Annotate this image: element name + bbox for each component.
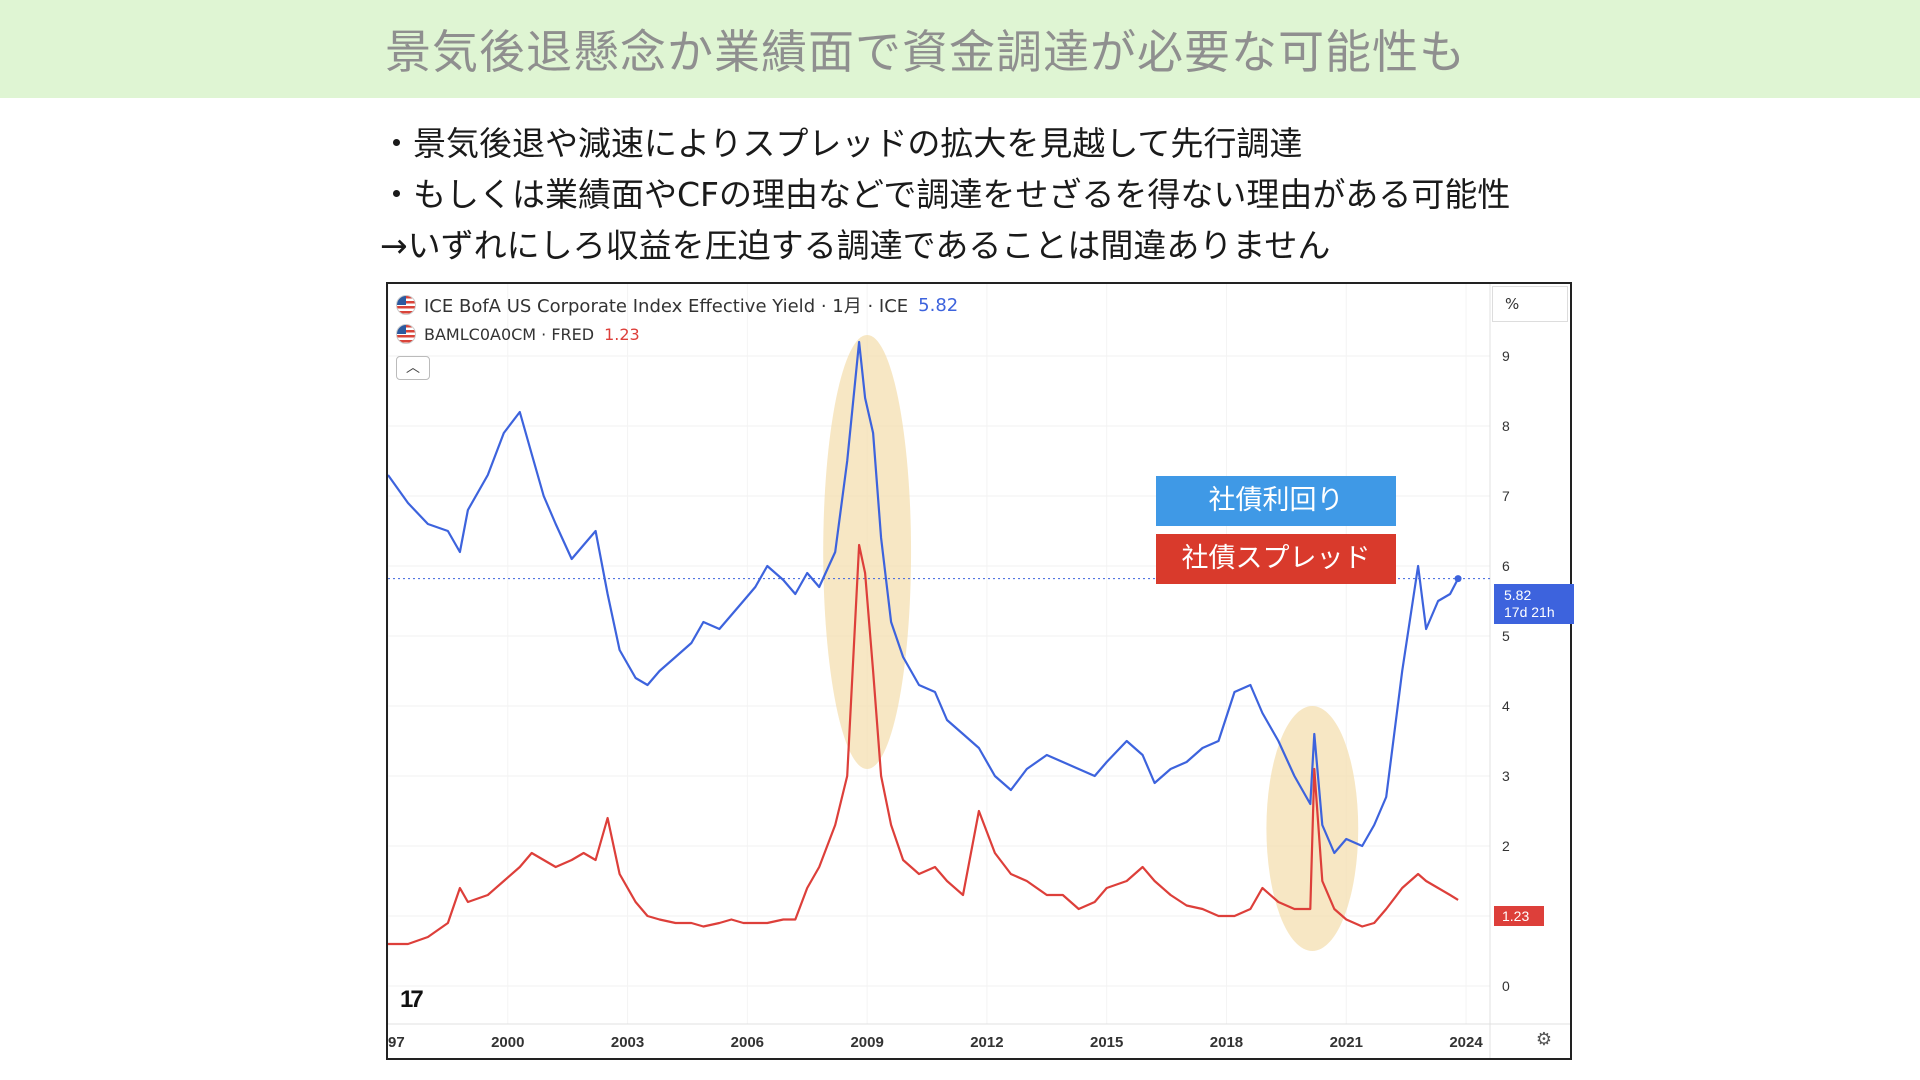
x-tick-label: 2021 <box>1330 1034 1363 1051</box>
series-yield-label: ICE BofA US Corporate Index Effective Yi… <box>424 296 909 317</box>
x-tick-label: 97 <box>388 1034 405 1051</box>
x-tick-label: 2012 <box>970 1034 1003 1051</box>
legend-series-yield[interactable]: ICE BofA US Corporate Index Effective Yi… <box>396 292 958 318</box>
series-spread-label: BAMLC0A0CM · FRED <box>424 324 595 344</box>
last-value-badge-yield: 5.82 17d 21h <box>1494 584 1574 624</box>
chart-canvas[interactable]: 0123456789972000200320062009201220152018… <box>388 284 1570 1058</box>
legend-box-yield: 社債利回り <box>1156 476 1396 526</box>
legend-box-spread: 社債スプレッド <box>1156 534 1396 584</box>
x-tick-label: 2024 <box>1449 1034 1483 1051</box>
y-tick-label: 3 <box>1502 768 1510 784</box>
badge-yield-countdown: 17d 21h <box>1504 604 1555 620</box>
slide-header: 景気後退懸念か業績面で資金調達が必要な可能性も <box>0 0 1920 98</box>
y-tick-label: 2 <box>1502 838 1510 854</box>
us-flag-icon <box>396 324 416 344</box>
y-tick-label: 0 <box>1502 978 1510 994</box>
x-tick-label: 2018 <box>1210 1034 1243 1051</box>
y-tick-label: 4 <box>1502 698 1510 714</box>
yield-series-line <box>388 340 1460 855</box>
badge-spread-value: 1.23 <box>1502 908 1530 924</box>
bullet-list: ・景気後退や減速によりスプレッドの拡大を見越して先行調達 ・もしくは業績面やCF… <box>380 118 1510 271</box>
x-tick-label: 2003 <box>611 1034 644 1051</box>
collapse-legend-button[interactable]: ︿ <box>396 356 430 380</box>
y-tick-label: 7 <box>1502 488 1510 504</box>
highlight-ellipse <box>823 335 912 769</box>
unit-label: % <box>1492 286 1568 322</box>
y-tick-label: 6 <box>1502 558 1510 574</box>
x-tick-label: 2000 <box>491 1034 524 1051</box>
tradingview-logo[interactable]: 17 <box>400 986 424 1013</box>
bullet-item: ・景気後退や減速によりスプレッドの拡大を見越して先行調達 <box>380 124 1303 163</box>
y-tick-label: 8 <box>1502 418 1510 434</box>
y-tick-label: 5 <box>1502 628 1510 644</box>
y-tick-label: 9 <box>1502 348 1510 364</box>
badge-yield-value: 5.82 <box>1504 587 1532 603</box>
x-tick-label: 2015 <box>1090 1034 1123 1051</box>
bullet-item: →いずれにしろ収益を圧迫する調達であることは間違ありません <box>380 226 1331 265</box>
chart-panel[interactable]: 0123456789972000200320062009201220152018… <box>386 282 1574 1060</box>
gear-icon[interactable]: ⚙ <box>1535 1029 1552 1050</box>
bullet-item: ・もしくは業績面やCFの理由などで調達をせざるを得ない理由がある可能性 <box>380 175 1511 214</box>
x-tick-label: 2006 <box>731 1034 764 1051</box>
legend-series-spread[interactable]: BAMLC0A0CM · FRED 1.23 <box>396 324 640 344</box>
x-tick-label: 2009 <box>850 1034 883 1051</box>
series-yield-last-value: 5.82 <box>918 294 959 316</box>
spread-series-line <box>388 543 1459 946</box>
series-spread-last-value: 1.23 <box>604 324 640 344</box>
last-value-badge-spread: 1.23 <box>1494 906 1544 926</box>
chevron-up-icon: ︿ <box>406 360 420 376</box>
slide-title: 景気後退懸念か業績面で資金調達が必要な可能性も <box>385 25 1466 79</box>
yield-last-point <box>1454 575 1462 583</box>
us-flag-icon <box>396 295 416 315</box>
